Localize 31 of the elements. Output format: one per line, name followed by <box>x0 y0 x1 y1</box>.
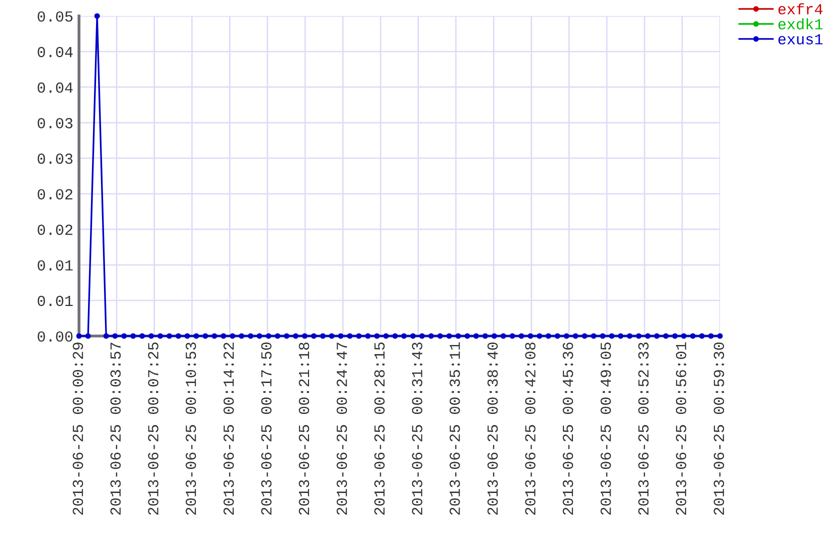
y-tick-label: 0.00 <box>38 331 72 342</box>
x-tick-label: 2013-06-25 00:17:50 <box>261 342 272 515</box>
x-tick-label: 2013-06-25 00:45:36 <box>562 342 574 515</box>
y-tick-label: 0.02 <box>38 189 72 200</box>
x-tick-label: 2013-06-25 00:59:30 <box>714 342 724 515</box>
x-tick-label: 2013-06-25 00:28:15 <box>374 342 385 515</box>
legend-label: exfr4 <box>778 3 822 14</box>
y-tick-label: 0.03 <box>38 118 72 128</box>
y-tick-label: 0.01 <box>38 260 73 271</box>
x-tick-label: 2013-06-25 00:14:22 <box>224 342 234 515</box>
x-tick-label: 2013-06-25 00:21:18 <box>298 342 310 515</box>
y-tick-label: 0.04 <box>38 82 73 93</box>
y-tick-label: 0.02 <box>38 224 72 236</box>
x-tick-label: 2013-06-25 00:49:05 <box>600 342 611 515</box>
x-tick-label: 2013-06-25 00:42:08 <box>525 342 536 515</box>
x-tick-label: 2013-06-25 00:07:25 <box>148 342 158 515</box>
y-tick-label: 0.03 <box>38 154 72 164</box>
y-tick-label: 0.01 <box>38 296 73 306</box>
x-tick-label: 2013-06-25 00:38:40 <box>487 342 498 515</box>
x-tick-label: 2013-06-25 00:24:47 <box>336 342 348 515</box>
x-tick-label: 2013-06-25 00:00:29 <box>72 342 84 515</box>
x-tick-label: 2013-06-25 00:52:33 <box>638 342 649 515</box>
x-tick-label: 2013-06-25 00:10:53 <box>186 342 196 515</box>
y-tick-label: 0.05 <box>38 11 72 22</box>
legend-label: exus1 <box>778 34 823 44</box>
x-tick-label: 2013-06-25 00:31:43 <box>412 342 422 515</box>
legend-label: exdk1 <box>778 18 823 30</box>
x-tick-label: 2013-06-25 00:03:57 <box>110 342 121 515</box>
x-tick-label: 2013-06-25 00:35:11 <box>450 342 460 515</box>
y-tick-label: 0.04 <box>38 46 73 58</box>
x-tick-label: 2013-06-25 00:56:01 <box>676 342 686 515</box>
